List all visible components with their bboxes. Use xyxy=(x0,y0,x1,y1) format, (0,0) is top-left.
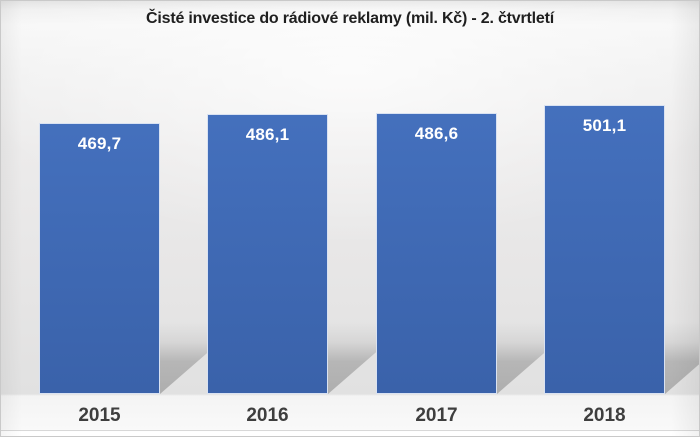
bar-2018: 501,1 xyxy=(544,105,665,394)
bottom-divider-line xyxy=(1,430,699,431)
category-label-2017: 2017 xyxy=(415,405,458,426)
category-label-2016: 2016 xyxy=(246,405,289,426)
bar-shadow xyxy=(497,322,545,394)
bar-shadow xyxy=(665,322,699,394)
bar-shadow xyxy=(160,322,208,394)
bar-value-label: 486,1 xyxy=(245,125,290,144)
category-label-2018: 2018 xyxy=(583,405,626,426)
bar-value-label: 469,7 xyxy=(77,134,122,153)
bar-shadow xyxy=(328,322,376,394)
bar-2015: 469,7 xyxy=(39,123,160,394)
bar-2017: 486,6 xyxy=(376,113,497,394)
bar-value-label: 486,6 xyxy=(414,124,459,143)
chart-title: Čisté investice do rádiové reklamy (mil.… xyxy=(146,10,554,27)
bar-2016: 486,1 xyxy=(207,114,328,394)
category-label-2015: 2015 xyxy=(78,405,121,426)
bar-value-label: 501,1 xyxy=(582,116,627,135)
